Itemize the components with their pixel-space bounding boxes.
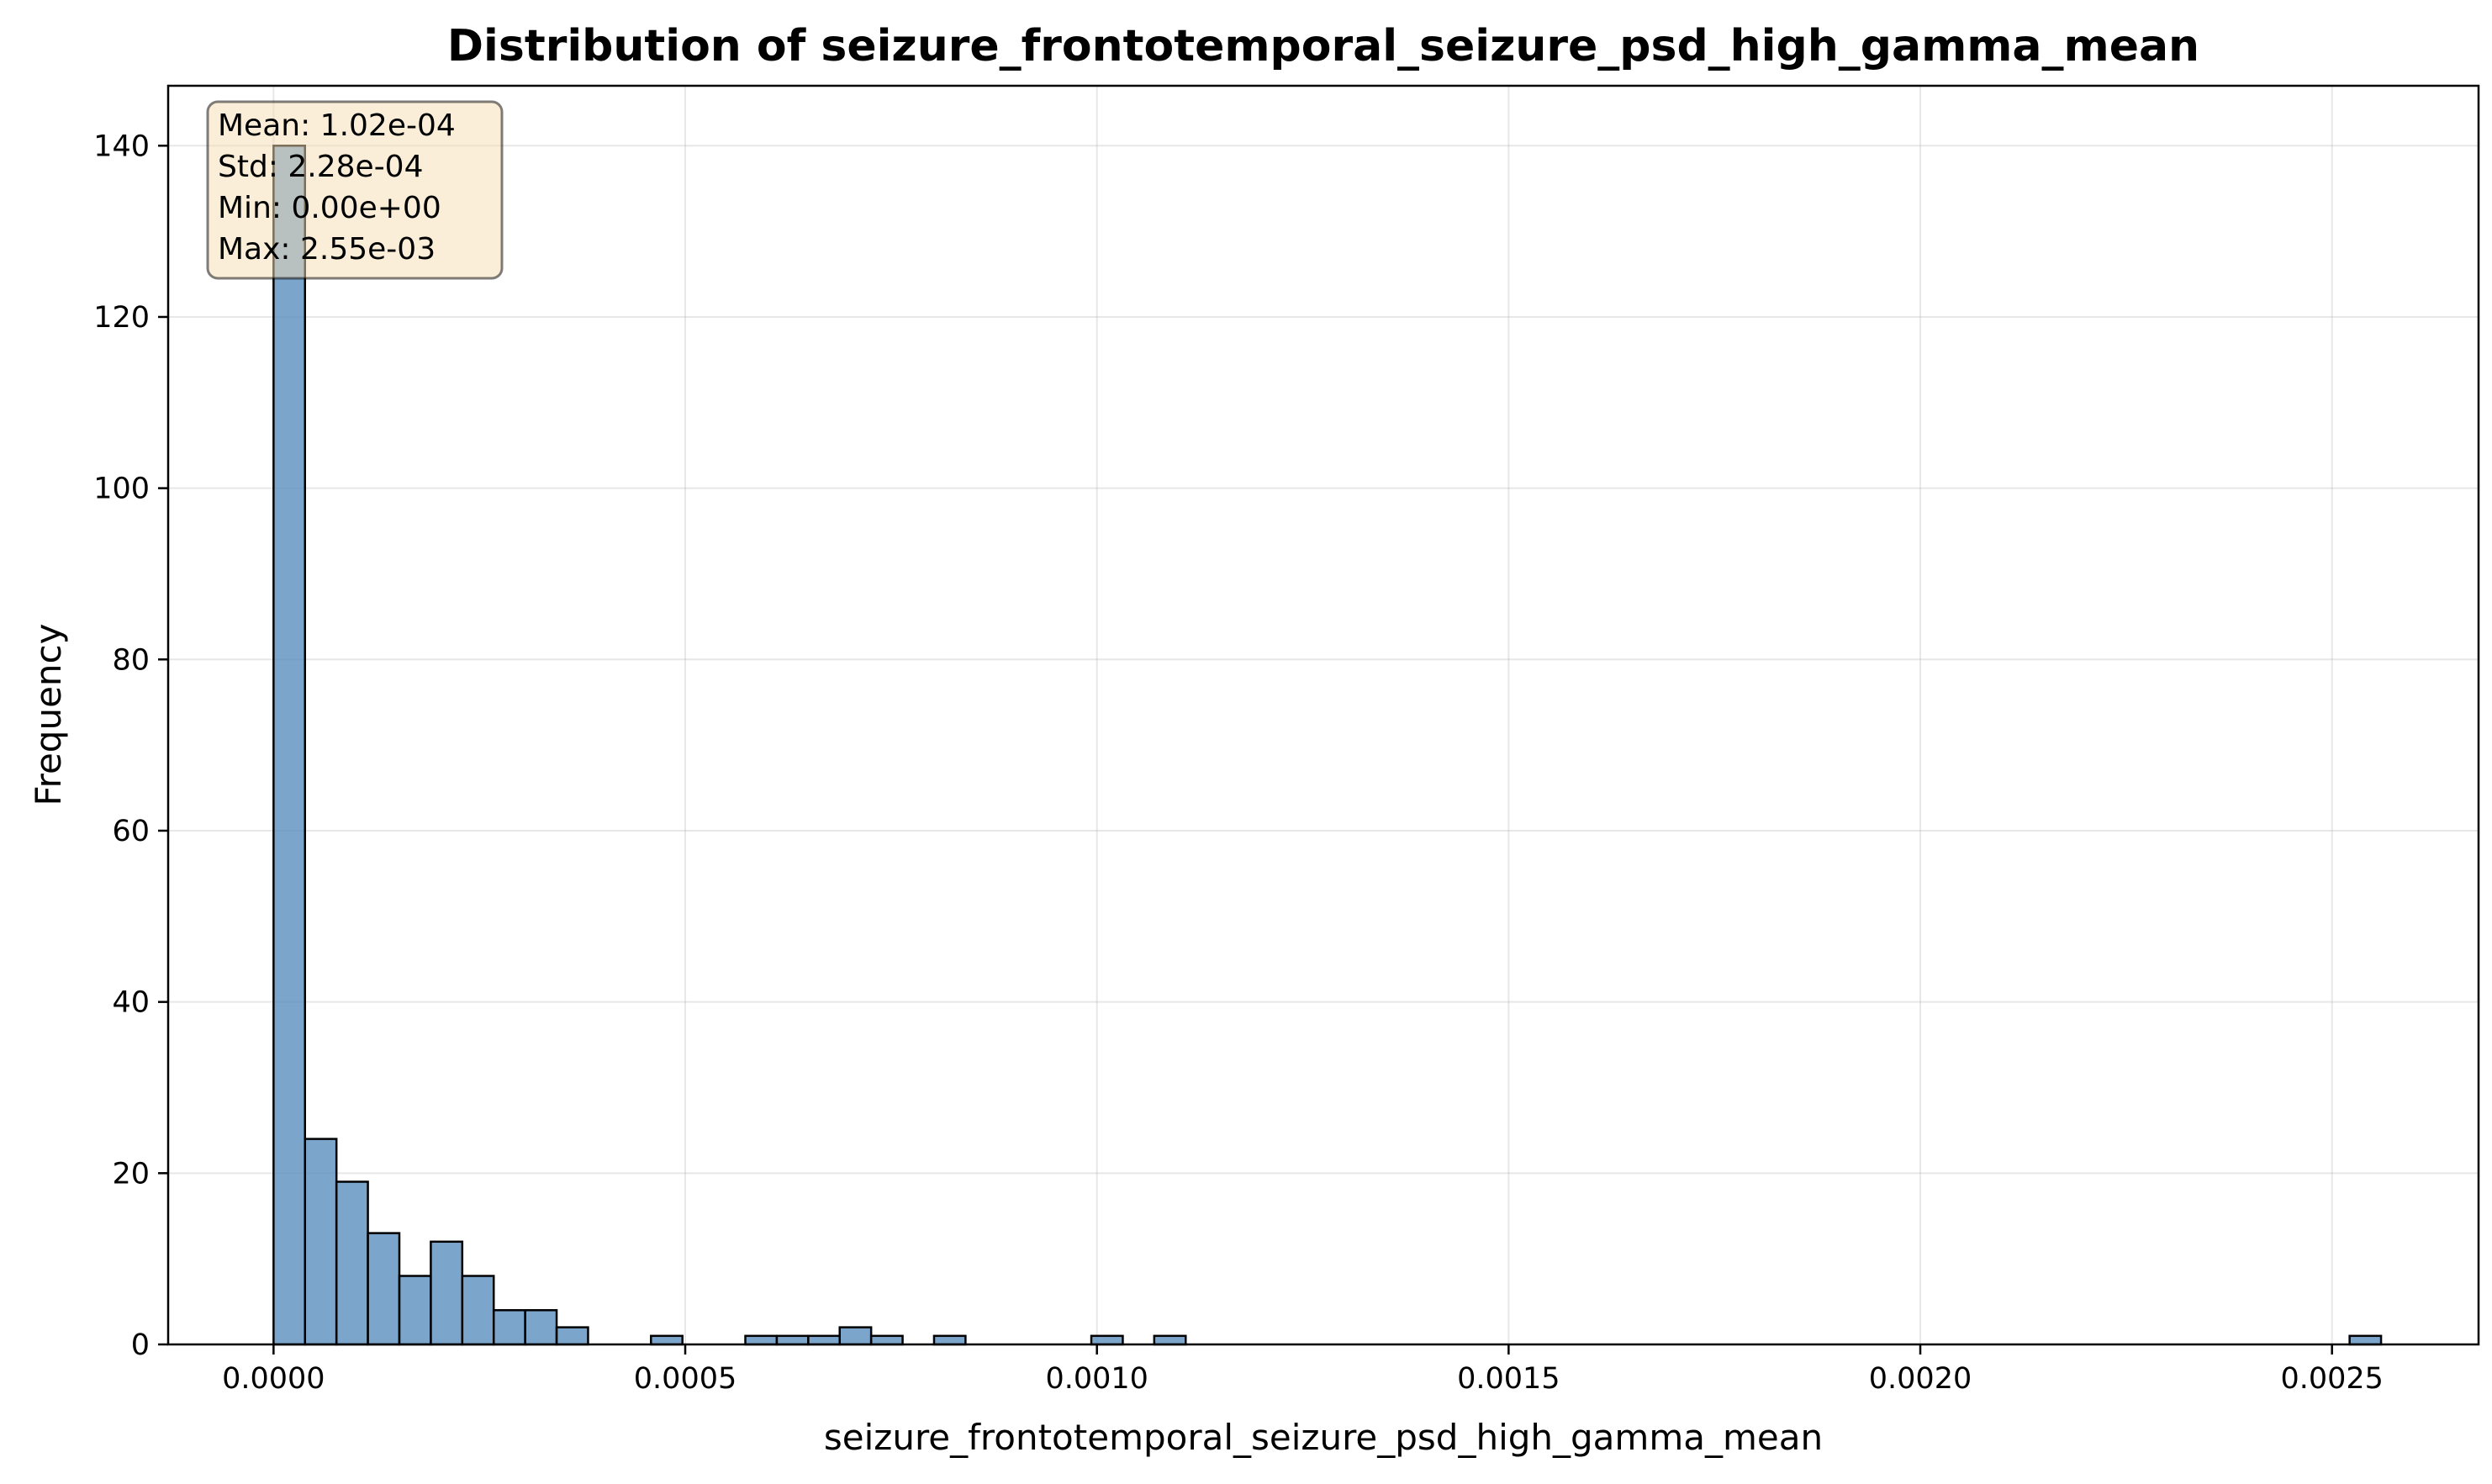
histogram-bar [869,1334,904,1346]
chart-title: Distribution of seizure_frontotemporal_s… [447,21,2199,71]
stats-min: Min: 0.00e+00 [218,191,441,225]
y-tick-label: 40 [112,986,150,1020]
y-tick-label: 20 [112,1157,150,1191]
bars-layer [272,145,2383,1346]
y-axis-label: Frequency [28,624,69,806]
histogram-bar [650,1334,684,1346]
histogram-bar [838,1326,873,1346]
y-tick-label: 100 [93,473,150,506]
histogram-bar [775,1334,810,1346]
x-tick-label: 0.0020 [1869,1362,1972,1396]
grid-layer [168,86,2479,1345]
histogram-bar [398,1275,432,1346]
plot-frame [166,84,2480,1346]
x-tick-label: 0.0005 [634,1362,737,1396]
histogram-bar [272,145,307,1346]
histogram-bar [932,1334,967,1346]
x-tick-label: 0.0025 [2280,1362,2383,1396]
y-tick-label: 140 [93,129,150,163]
stats-std: Std: 2.28e-04 [218,150,424,184]
stats-box-background [206,100,504,280]
histogram-bar [461,1275,495,1346]
histogram-bar [807,1334,841,1346]
histogram-bar [1090,1334,1124,1346]
stats-mean: Mean: 1.02e-04 [218,108,456,143]
histogram-bar [1153,1334,1187,1346]
stats-box: Mean: 1.02e-04 Std: 2.28e-04 Min: 0.00e+… [206,100,504,280]
histogram-bar [335,1180,369,1346]
y-axis-ticks: 0 20 40 60 80 100 120 140 [93,129,168,1362]
y-tick-label: 80 [112,643,150,677]
x-axis-label: seizure_frontotemporal_seizure_psd_high_… [824,1417,1823,1458]
histogram-bar [304,1138,338,1346]
x-tick-label: 0.0015 [1457,1362,1560,1396]
y-tick-label: 120 [93,301,150,335]
y-tick-label: 60 [112,815,150,848]
histogram-bar [2348,1334,2383,1346]
x-tick-label: 0.0000 [222,1362,325,1396]
histogram-bar [367,1232,401,1346]
histogram-bar [524,1309,558,1346]
histogram-bar [430,1240,464,1346]
x-axis-ticks: 0.0000 0.0005 0.0010 0.0015 0.0020 0.0025 [222,1344,2384,1396]
x-tick-label: 0.0010 [1045,1362,1148,1396]
histogram-bar [492,1309,526,1346]
y-tick-label: 0 [131,1328,150,1362]
histogram-bar [744,1334,779,1346]
stats-max: Max: 2.55e-03 [218,232,436,267]
histogram-bar [555,1326,589,1346]
